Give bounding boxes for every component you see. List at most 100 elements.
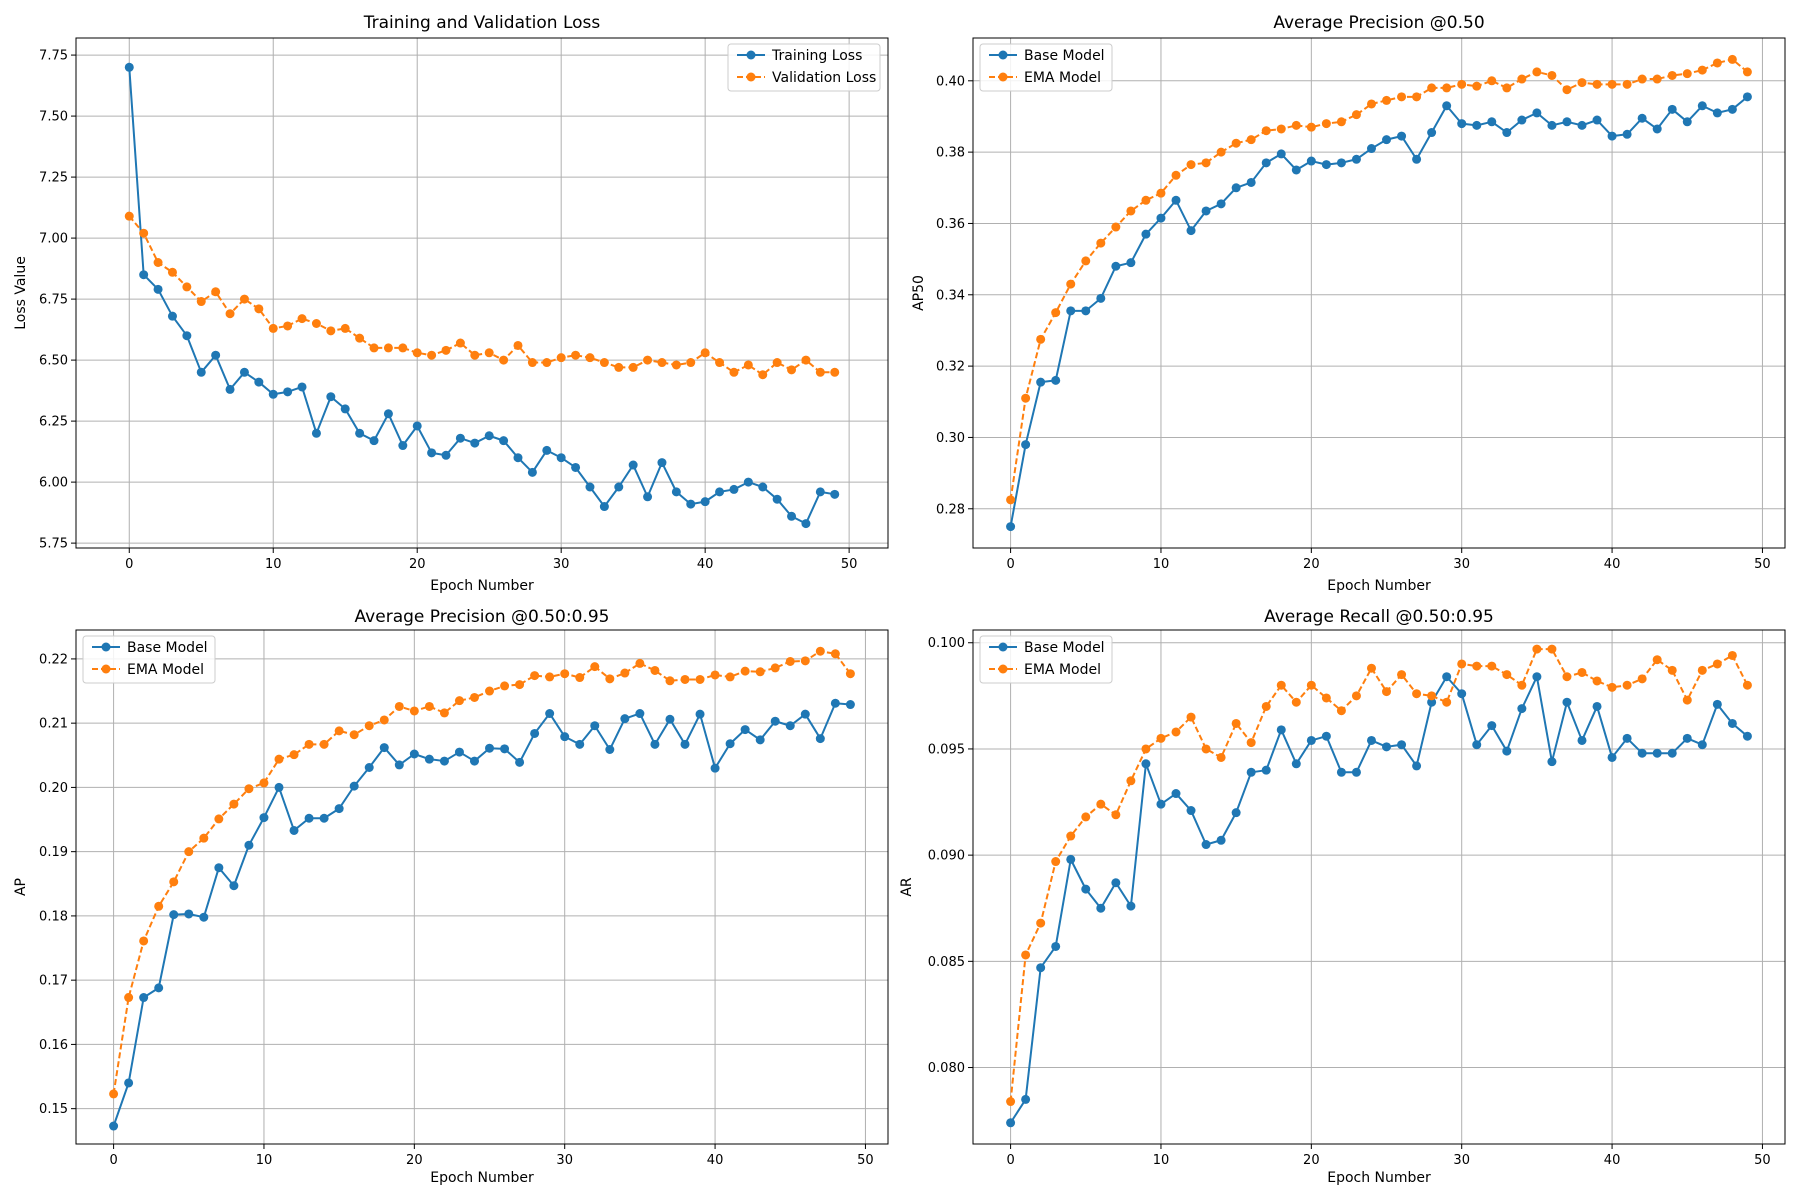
ap-base-model-point <box>169 910 179 920</box>
ap50-xtick-label: 30 <box>1453 557 1470 572</box>
ap50-ema-model-point <box>1186 160 1196 170</box>
loss-training-loss-point <box>830 489 840 499</box>
loss-training-loss-point <box>729 484 739 494</box>
ap50-ema-model-point <box>1231 138 1241 148</box>
ar-base-model-point <box>1547 757 1557 767</box>
loss-training-loss-point <box>599 502 609 512</box>
loss-training-loss-point <box>412 421 422 431</box>
loss-validation-loss-point <box>182 282 192 292</box>
ap50-ema-model-point <box>1141 195 1151 205</box>
ap50-ema-model-point <box>1562 85 1572 95</box>
ar-panel: 0 10 20 30 40 50 0.080 0.085 0.090 0.095 0.100 Ave… <box>899 607 1786 1186</box>
loss-validation-loss-point <box>815 367 825 377</box>
ap-ema-model-point <box>740 666 750 676</box>
loss-xtick-label: 0 <box>125 557 133 572</box>
ap50-ema-model-point <box>1577 78 1587 88</box>
ap-base-model-point <box>244 840 254 850</box>
ap-base-model-point <box>184 909 194 919</box>
ap50-base-model-point <box>1051 375 1061 385</box>
ap-base-model-point <box>109 1121 119 1131</box>
loss-training-loss-point <box>167 311 177 321</box>
ap50-base-model-point <box>1562 117 1572 127</box>
ap-base-model-point <box>500 744 510 754</box>
ar-base-model-point <box>1742 731 1752 741</box>
ap-ema-model-point <box>319 739 329 749</box>
ar-base-model-point <box>1577 735 1587 745</box>
ar-ema-model-point <box>1742 680 1752 690</box>
ap50-xlabel: Epoch Number <box>1327 578 1431 594</box>
ar-ema-model-point <box>1051 857 1061 867</box>
ar-ema-model-point <box>1622 680 1632 690</box>
ap-ema-model-point <box>199 833 209 843</box>
loss-training-loss-point <box>671 487 681 497</box>
ap50-ema-model-point <box>1457 79 1467 89</box>
ap-base-model-point <box>394 760 404 770</box>
ap50-legend-marker-ema <box>998 72 1008 82</box>
ar-ema-model-point <box>1021 950 1031 960</box>
ar-series <box>1006 644 1752 1128</box>
ap-axes-frame <box>75 629 889 1145</box>
ap-base-model-point <box>740 725 750 735</box>
ap50-base-model-point <box>1607 131 1617 141</box>
ar-ema-model-point <box>1126 776 1136 786</box>
ar-legend: Base Model EMA Model <box>979 635 1113 684</box>
ar-xtick-label: 40 <box>1604 1153 1621 1168</box>
ap50-ema-model-point <box>1201 158 1211 168</box>
ar-ema-model-point <box>1577 667 1587 677</box>
loss-training-loss-point <box>398 441 408 451</box>
ap-base-model-point <box>650 739 660 749</box>
ap-ema-model-point <box>184 847 194 857</box>
ap-base-model-point <box>755 735 765 745</box>
ap-xtick-label: 10 <box>256 1153 273 1168</box>
ar-ema-model-point <box>1171 727 1181 737</box>
ap-ema-model-point <box>830 649 840 659</box>
ap-ytick-label: 0.22 <box>39 652 68 667</box>
ap50-ytick-label: 0.34 <box>936 288 965 303</box>
ar-ema-model-point <box>1066 831 1076 841</box>
ar-base-model-point <box>1066 854 1076 864</box>
loss-training-loss-point <box>758 482 768 492</box>
ap50-ytick-label: 0.32 <box>936 360 965 375</box>
ap-ema-model-point <box>259 778 269 788</box>
ar-base-model-point <box>1682 733 1692 743</box>
ar-ytick-label: 0.085 <box>928 955 965 970</box>
ap50-xtick-label: 20 <box>1303 557 1320 572</box>
ap50-ema-model-point <box>1111 222 1121 232</box>
ap50-ema-model-point <box>1261 126 1271 136</box>
ap-ylabel: AP <box>13 878 29 896</box>
ap-base-model-point <box>409 749 419 759</box>
loss-training-loss-point <box>772 494 782 504</box>
ap50-legend-label-base: Base Model <box>1024 48 1105 64</box>
ap-base-model-point <box>575 739 585 749</box>
ar-ema-model-point <box>1427 691 1437 701</box>
ap-base-model-point <box>289 825 299 835</box>
ap-ema-model-point <box>770 663 780 673</box>
loss-training-loss-point <box>139 270 149 280</box>
ar-ema-model-point <box>1336 706 1346 716</box>
ap50-ema-model-point <box>1051 308 1061 318</box>
loss-ytick-label: 7.75 <box>39 49 68 64</box>
ap50-base-model-point <box>1502 128 1512 138</box>
ap50-base-model-point <box>1306 156 1316 166</box>
loss-validation-loss-point <box>211 287 221 297</box>
ar-xlabel: Epoch Number <box>1327 1170 1431 1186</box>
loss-training-loss-point <box>484 431 494 441</box>
ap-ema-model-point <box>785 656 795 666</box>
ar-ema-model-point <box>1457 659 1467 669</box>
ap-ema-model-point <box>154 901 164 911</box>
loss-training-loss-point <box>153 284 163 294</box>
loss-legend-label-training: Training Loss <box>771 48 862 64</box>
ap-base-model-point <box>545 709 555 719</box>
ap-ema-model-point <box>394 701 404 711</box>
ar-ema-model-point <box>1412 689 1422 699</box>
loss-xtick-label: 50 <box>841 557 858 572</box>
ap-ema-model-point <box>680 674 690 684</box>
ar-ticks: 0 10 20 30 40 50 0.080 0.085 0.090 0.095 0.100 <box>928 636 1771 1168</box>
ap50-ytick-label: 0.30 <box>936 431 965 446</box>
loss-legend-box <box>727 43 881 92</box>
loss-validation-loss-point <box>513 340 523 350</box>
loss-ytick-label: 7.25 <box>39 171 68 186</box>
loss-training-loss-point <box>211 350 221 360</box>
ar-ema-model-point <box>1727 650 1737 660</box>
loss-ylabel: Loss Value <box>13 256 29 330</box>
